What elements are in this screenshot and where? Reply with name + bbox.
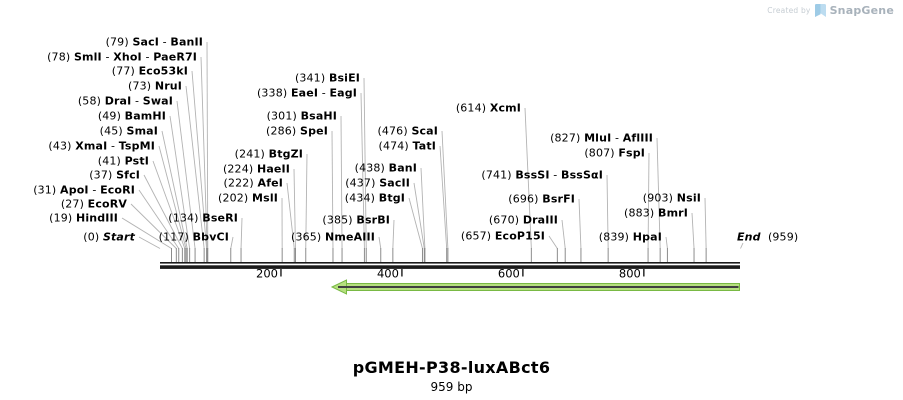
leader-line <box>665 236 668 249</box>
backbone-line-thick <box>160 265 740 269</box>
enzyme-site-label: (0) Start <box>83 230 135 244</box>
snapgene-logo-icon <box>814 4 826 17</box>
backbone-line-thin <box>160 262 740 264</box>
plasmid-length: 959 bp <box>430 380 473 394</box>
enzyme-site-label: (476) ScaI <box>377 124 438 138</box>
enzyme-site-label: (903) NsiI <box>642 191 701 205</box>
leader-line <box>331 130 334 249</box>
enzyme-site-label: (134) BseRI <box>168 211 238 225</box>
leader-line <box>340 115 343 249</box>
plasmid-title: pGMEH-P38-luxABct6 <box>352 358 551 377</box>
enzyme-site-label: (77) Eco53kI <box>111 64 188 78</box>
snapgene-watermark: Created by SnapGene <box>767 4 894 17</box>
leader-line <box>200 56 208 249</box>
enzyme-site-label: (19) HindIII <box>49 211 118 225</box>
leader-line <box>138 189 180 249</box>
enzyme-site-label: (49) BamHI <box>97 109 166 123</box>
leader-line <box>305 153 308 249</box>
leader-line <box>158 145 187 249</box>
enzyme-site-label: (341) BsiEI <box>294 71 360 85</box>
ruler-tick-label: 600 <box>498 267 520 281</box>
leader-line <box>606 174 609 249</box>
enzyme-site-label: (58) DraI - SwaI <box>77 94 173 108</box>
leader-line <box>441 130 449 249</box>
enzyme-site-label: (614) XcmI <box>455 101 521 115</box>
enzyme-site-label: (286) SpeI <box>266 124 328 138</box>
leader-line <box>293 168 296 249</box>
ruler-tick-label: 200 <box>256 267 278 281</box>
enzyme-site-label: (839) HpaI <box>598 230 662 244</box>
leader-line <box>578 198 582 249</box>
enzyme-site-label: (827) MluI - AflIII <box>550 131 653 145</box>
leader-line <box>704 197 707 249</box>
leader-line <box>130 203 177 249</box>
leader-line <box>206 41 209 249</box>
leader-line <box>413 182 425 249</box>
leader-line <box>524 107 532 249</box>
enzyme-site-label: (78) SmlI - XhoI - PaeR7I <box>47 50 197 64</box>
leader-line <box>152 160 186 249</box>
leader-line <box>176 100 196 249</box>
leader-line <box>230 236 234 249</box>
leader-line <box>363 77 367 249</box>
leader-line <box>240 217 243 249</box>
ruler-tick-label: 800 <box>619 267 641 281</box>
leader-line <box>185 85 205 249</box>
enzyme-site-label: (37) SfcI <box>89 168 140 182</box>
enzyme-site-label: (883) BmrI <box>624 206 688 220</box>
enzyme-site-label: (670) DraIII <box>488 213 558 227</box>
enzyme-site-label: (438) BanI <box>354 161 417 175</box>
leader-line <box>439 145 448 249</box>
leader-line <box>360 92 365 249</box>
enzyme-site-label: (224) HaeII <box>222 162 290 176</box>
ruler-tick-label: 400 <box>377 267 399 281</box>
snapgene-brand-text: SnapGene <box>829 4 894 17</box>
enzyme-site-label: (202) MslI <box>218 191 278 205</box>
leader-line <box>378 236 382 249</box>
leader-line <box>691 212 695 249</box>
enzyme-site-label: (657) EcoP15I <box>460 229 545 243</box>
enzyme-site-label: (474) TatI <box>378 139 436 153</box>
enzyme-site-label: (437) SacII <box>345 176 410 190</box>
created-by-text: Created by <box>767 6 811 15</box>
enzyme-site-label: (117) BbvCI <box>158 230 229 244</box>
leader-line <box>286 182 295 249</box>
leader-line <box>392 219 395 249</box>
leader-line <box>740 242 744 249</box>
leader-line <box>548 235 558 249</box>
leader-line <box>191 70 208 249</box>
leader-line <box>647 152 650 249</box>
leader-line <box>169 115 191 249</box>
leader-line <box>121 217 172 249</box>
enzyme-site-label: (807) FspI <box>584 146 645 160</box>
enzyme-site-label: (222) AfeI <box>223 176 283 190</box>
leader-line <box>138 236 161 249</box>
enzyme-site-label: (365) NmeAIII <box>291 230 375 244</box>
enzyme-site-label: (79) SacI - BanII <box>105 35 203 49</box>
title-block: pGMEH-P38-luxABct6 959 bp <box>0 358 903 394</box>
leader-line <box>561 219 566 249</box>
enzyme-site-label: (741) BssSI - BssSαI <box>481 168 603 182</box>
enzyme-site-label: (31) ApoI - EcoRI <box>33 183 135 197</box>
enzyme-site-label: (338) EaeI - EagI <box>256 86 357 100</box>
enzyme-site-label: (241) BtgZI <box>234 147 303 161</box>
leader-line <box>161 130 188 249</box>
enzyme-site-label: (41) PstI <box>97 154 149 168</box>
enzyme-site-label: (27) EcoRV <box>60 197 127 211</box>
leader-line <box>408 197 423 249</box>
enzyme-site-label: (73) NruI <box>128 79 182 93</box>
leader-line <box>143 174 183 249</box>
enzyme-site-label: End (959) <box>737 230 799 244</box>
enzyme-site-label: (696) BsrFI <box>508 192 575 206</box>
enzyme-site-label: (434) BtgI <box>344 191 405 205</box>
enzyme-site-label: (45) SmaI <box>99 124 158 138</box>
enzyme-site-label: (385) BsrBI <box>322 213 390 227</box>
leader-line <box>420 167 426 249</box>
enzyme-site-label: (43) XmaI - TspMI <box>48 139 155 153</box>
enzyme-site-label: (301) BsaHI <box>266 109 337 123</box>
leader-line <box>656 137 661 249</box>
